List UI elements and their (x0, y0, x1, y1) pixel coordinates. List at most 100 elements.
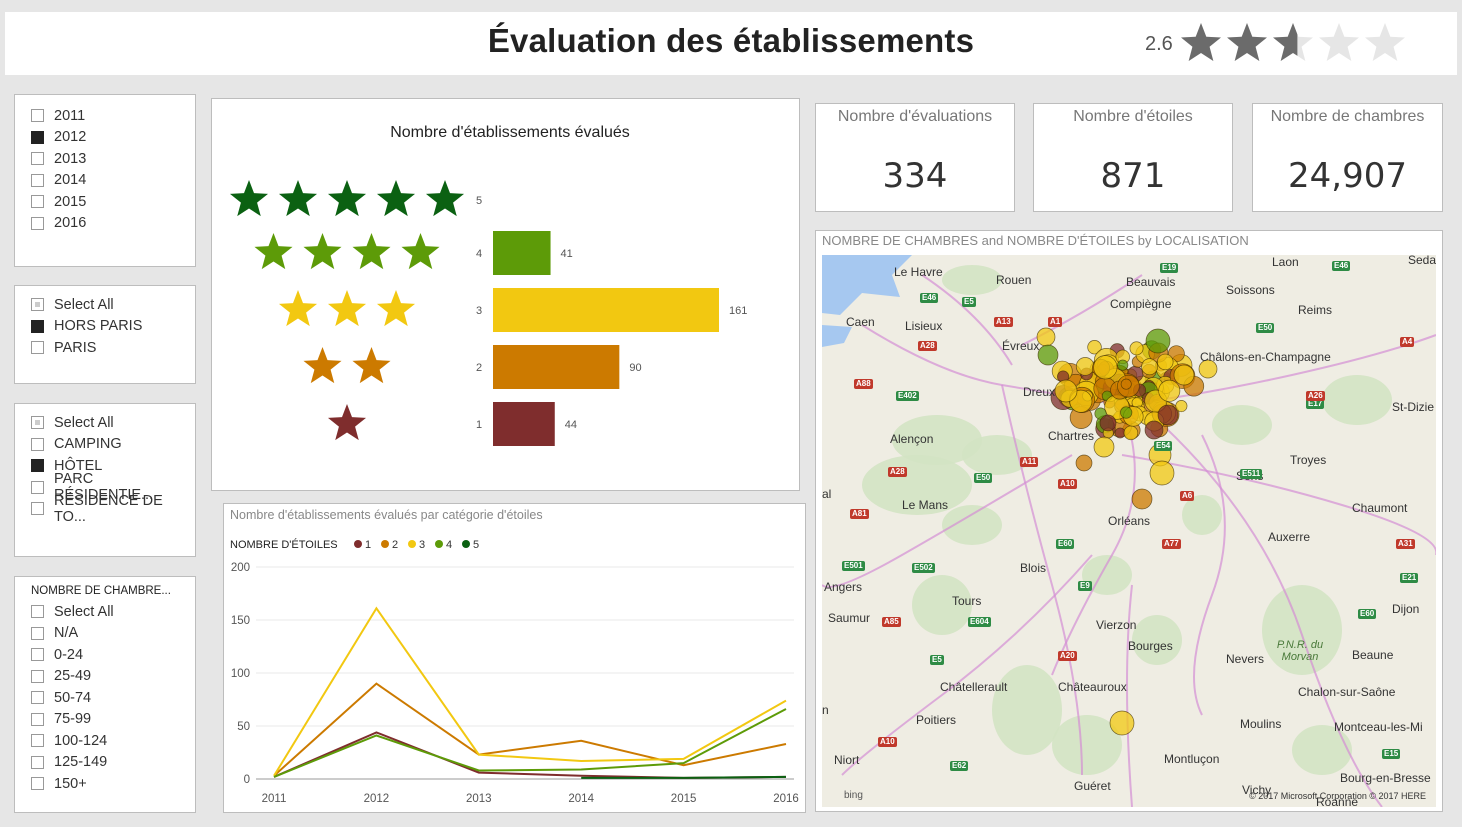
rooms-slicer-item[interactable]: 0-24 (31, 644, 179, 666)
stars-bar-chart[interactable]: Nombre d'établissements évalués 5 4 41 3 161 2… (211, 98, 800, 491)
map-bubble[interactable] (1198, 359, 1218, 379)
location-slicer-item[interactable]: PARIS (31, 337, 179, 359)
rooms-slicer-item[interactable]: 125-149 (31, 752, 179, 774)
map-bubble[interactable] (1037, 344, 1059, 366)
map-bubble[interactable] (1129, 341, 1144, 356)
checkbox[interactable] (31, 437, 44, 451)
map-bubble[interactable] (1087, 340, 1102, 355)
series-line-4[interactable] (273, 708, 787, 778)
legend-label[interactable]: 3 (419, 539, 425, 551)
map-bubble[interactable] (1157, 353, 1174, 371)
map-bubble[interactable] (1144, 420, 1164, 440)
checkbox[interactable] (31, 691, 44, 705)
map-visual[interactable]: NOMBRE DE CHAMBRES and NOMBRE D'ÉTOILES … (815, 230, 1443, 812)
map-bubble[interactable] (1158, 379, 1181, 402)
checkbox[interactable] (31, 173, 44, 187)
legend-marker[interactable] (408, 540, 416, 548)
checkbox[interactable] (31, 734, 44, 748)
line-chart[interactable]: Nombre d'établissements évalués par caté… (223, 503, 806, 813)
map-bubble[interactable] (1120, 378, 1132, 390)
year-slicer-item[interactable]: 2011 (31, 105, 179, 127)
type-slicer-item[interactable]: PARC RÉSIDENTIE... (31, 471, 179, 503)
checkbox[interactable] (31, 669, 44, 683)
year-slicer-item[interactable]: 2012 (31, 127, 179, 149)
legend-label[interactable]: 1 (365, 539, 371, 551)
checkbox[interactable] (31, 480, 44, 494)
rooms-slicer-item[interactable]: N/A (31, 623, 179, 645)
rooms-slicer-item[interactable]: Select All (31, 601, 179, 623)
checkbox[interactable] (31, 777, 44, 791)
year-slicer-item[interactable]: 2013 (31, 148, 179, 170)
rooms-slicer-item[interactable]: 50-74 (31, 687, 179, 709)
card-evaluations[interactable]: Nombre d'évaluations 334 (815, 103, 1015, 212)
map-bubble[interactable] (1145, 328, 1171, 354)
legend-marker[interactable] (462, 540, 470, 548)
card-rooms[interactable]: Nombre de chambres 24,907 (1252, 103, 1443, 212)
checkbox[interactable] (31, 648, 44, 662)
map-bubble[interactable] (1054, 379, 1078, 403)
rooms-slicer-item-label: Select All (54, 603, 114, 620)
map-bubble[interactable] (1157, 404, 1179, 426)
rooms-slicer-item[interactable]: 100-124 (31, 730, 179, 752)
legend-marker[interactable] (354, 540, 362, 548)
map-bubble[interactable] (1117, 359, 1129, 371)
type-slicer-item[interactable]: CAMPING (31, 434, 179, 456)
checkbox[interactable] (31, 605, 44, 619)
map-bubble[interactable] (1173, 364, 1195, 386)
map-road-label: E19 (1160, 263, 1179, 273)
map-bubble[interactable] (1093, 355, 1118, 380)
map-bubble[interactable] (1141, 358, 1159, 376)
rooms-slicer-item[interactable]: 150+ (31, 773, 179, 795)
checkbox[interactable] (31, 152, 44, 166)
rooms-slicer-item[interactable]: 25-49 (31, 666, 179, 688)
checkbox[interactable] (31, 298, 44, 312)
series-line-3[interactable] (273, 606, 787, 777)
checkbox[interactable] (31, 319, 44, 333)
checkbox[interactable] (31, 216, 44, 230)
legend-marker[interactable] (435, 540, 443, 548)
map-bubble[interactable] (1109, 710, 1135, 736)
type-slicer-item[interactable]: HÔTEL (31, 455, 179, 477)
map-bubble[interactable] (1036, 327, 1056, 347)
map-bubble[interactable] (1093, 436, 1115, 458)
map-bubble[interactable] (1149, 460, 1175, 486)
checkbox[interactable] (31, 755, 44, 769)
rooms-slicer-item[interactable]: 75-99 (31, 709, 179, 731)
map-bubble[interactable] (1175, 400, 1188, 413)
checkbox[interactable] (31, 130, 44, 144)
type-slicer-item[interactable]: RÉSIDENCE DE TO... (31, 493, 179, 525)
map-canvas[interactable]: bing © 2017 Microsoft Corporation © 2017… (822, 255, 1436, 807)
map-bubble[interactable] (1075, 357, 1095, 376)
checkbox[interactable] (31, 459, 44, 473)
checkbox[interactable] (31, 626, 44, 640)
card-stars[interactable]: Nombre d'étoiles 871 (1033, 103, 1233, 212)
year-slicer-item[interactable]: 2014 (31, 170, 179, 192)
map-bubble[interactable] (1123, 425, 1139, 441)
series-line-1[interactable] (273, 731, 787, 779)
bar[interactable] (493, 402, 555, 446)
checkbox[interactable] (31, 416, 44, 430)
legend-label[interactable]: 2 (392, 539, 398, 551)
location-slicer-item[interactable]: HORS PARIS (31, 316, 179, 338)
year-slicer-item[interactable]: 2016 (31, 213, 179, 235)
checkbox[interactable] (31, 109, 44, 123)
year-slicer-item[interactable]: 2015 (31, 191, 179, 213)
map-bubble[interactable] (1120, 406, 1133, 419)
map-bubble[interactable] (1075, 454, 1093, 472)
bar[interactable] (493, 231, 551, 275)
series-line-5[interactable] (581, 775, 787, 779)
legend-label[interactable]: 5 (473, 539, 479, 551)
bar[interactable] (493, 288, 719, 332)
checkbox[interactable] (31, 195, 44, 209)
type-slicer-item[interactable]: Select All (31, 412, 179, 434)
bar[interactable] (493, 345, 620, 389)
series-line-2[interactable] (273, 682, 787, 777)
location-slicer-item[interactable]: Select All (31, 294, 179, 316)
map-bubble[interactable] (1131, 488, 1153, 510)
legend-label[interactable]: 4 (446, 539, 452, 551)
checkbox[interactable] (31, 341, 44, 355)
legend-marker[interactable] (381, 540, 389, 548)
checkbox[interactable] (31, 502, 44, 516)
checkbox[interactable] (31, 712, 44, 726)
map-bubble[interactable] (1099, 414, 1117, 432)
